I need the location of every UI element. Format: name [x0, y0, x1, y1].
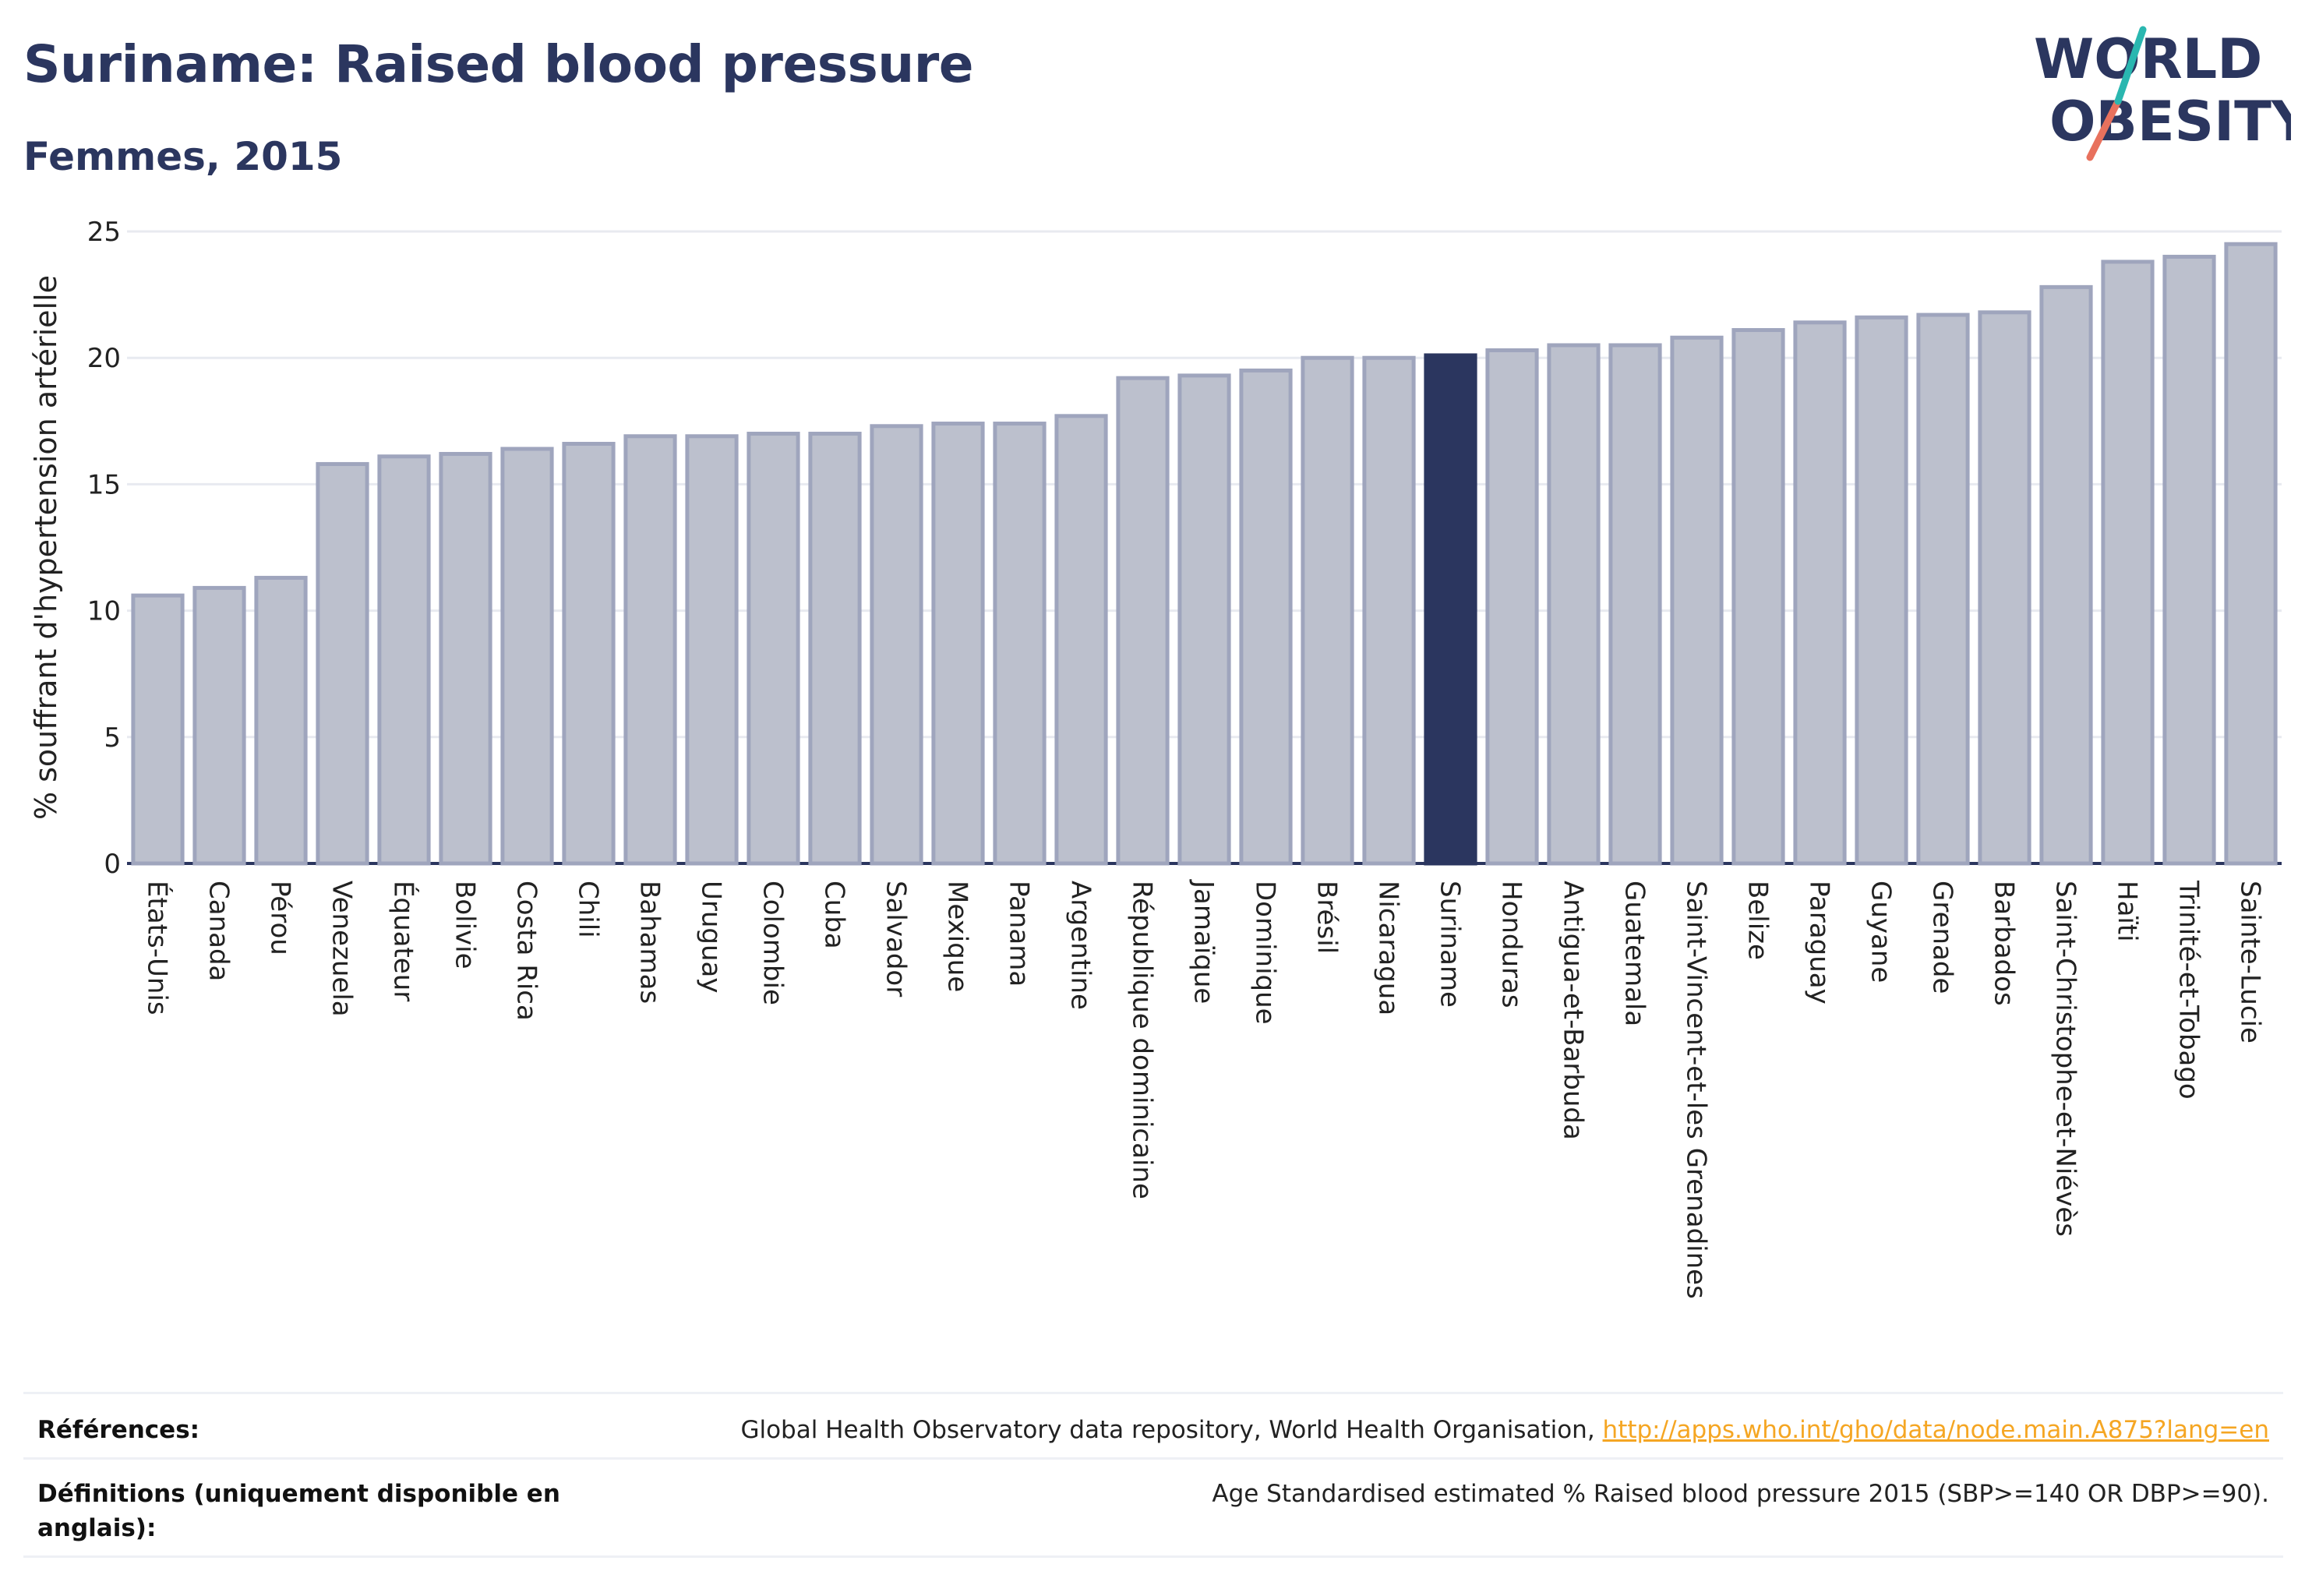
bar [1608, 343, 1662, 866]
bar [623, 434, 677, 866]
bar [439, 451, 492, 866]
x-tick-label: Saint-Christophe-et-Niévès [2050, 881, 2081, 1237]
definitions-row: Définitions (uniquement disponible en an… [23, 1457, 2283, 1556]
x-tick-label: Mexique [942, 881, 973, 992]
x-tick-label: Équateur [388, 881, 420, 1001]
bar [1301, 355, 1354, 866]
x-tick-label: Sainte-Lucie [2235, 881, 2266, 1043]
bar [870, 424, 923, 866]
y-tick-labels: 0 5 10 15 20 25 [87, 217, 121, 880]
y-tick-label: 10 [87, 596, 121, 627]
footer-bottom-rule [23, 1555, 2283, 1559]
x-tick-label: Jamaïque [1188, 879, 1220, 1004]
definitions-value: Age Standardised estimated % Raised bloo… [1212, 1480, 2269, 1508]
x-tick-label: Barbados [1989, 881, 2020, 1006]
x-tick-label: Guatemala [1619, 881, 1650, 1026]
y-tick-label: 25 [87, 217, 121, 248]
chart-subtitle: Femmes, 2015 [23, 134, 343, 179]
x-tick-label: Pérou [265, 881, 296, 955]
references-row: Références: Global Health Observatory da… [23, 1392, 2283, 1458]
bar [1793, 320, 1847, 866]
bar [1670, 335, 1724, 866]
logo-slash-coral [2086, 97, 2122, 161]
logo-slash-teal [2114, 26, 2147, 105]
x-tick-label: Honduras [1496, 881, 1527, 1008]
chart-title: Suriname: Raised blood pressure [23, 34, 974, 94]
x-tick-label: Brésil [1311, 881, 1343, 954]
y-tick-label: 5 [104, 722, 121, 754]
y-axis-label: % souffrant d'hypertension artérielle [29, 275, 63, 820]
bar [316, 461, 369, 866]
x-tick-label: Salvador [881, 881, 912, 997]
bar [1731, 328, 1785, 866]
x-tick-label: Uruguay [696, 881, 727, 994]
y-tick-label: 15 [87, 469, 121, 500]
references-text: Global Health Observatory data repositor… [740, 1416, 1603, 1444]
bars [131, 242, 2278, 866]
x-tick-label: Venezuela [327, 881, 358, 1017]
x-tick-label: Suriname [1435, 881, 1466, 1008]
bar [131, 593, 185, 866]
logo-line2: OBESITY [2049, 90, 2291, 154]
bar [1547, 343, 1601, 866]
x-tick-label: Panama [1004, 881, 1035, 987]
definitions-label: Définitions (uniquement disponible en an… [37, 1480, 560, 1542]
bar [562, 441, 616, 866]
bar [1116, 376, 1170, 866]
x-tick-label: Saint-Vincent-et-les Grenadines [1681, 881, 1712, 1299]
x-tick-label: Canada [203, 881, 235, 981]
references-value: Global Health Observatory data repositor… [740, 1413, 2269, 1447]
x-tick-labels: États-Unis Canada Pérou Venezuela Équateur Bo… [142, 879, 2266, 1299]
x-tick-label: Nicaragua [1373, 881, 1404, 1015]
y-tick-label: 0 [104, 849, 121, 880]
x-tick-label: Dominique [1250, 881, 1281, 1025]
x-tick-label: Costa Rica [511, 881, 542, 1021]
x-tick-label: Antigua-et-Barbuda [1558, 881, 1589, 1140]
bar [1855, 315, 1908, 866]
x-tick-label: Bahamas [634, 881, 665, 1004]
bar [254, 575, 308, 866]
bar [993, 422, 1047, 866]
bar [2101, 260, 2155, 866]
x-tick-label: Belize [1742, 881, 1774, 960]
world-obesity-logo: WORLD OBESITY [2034, 26, 2291, 161]
bar [2224, 242, 2278, 866]
bar-chart: 0 5 10 15 20 25 États-Unis Canada Pérou Venezuel… [29, 217, 2282, 1299]
bar [1177, 373, 1231, 866]
bar [192, 585, 246, 866]
references-link[interactable]: http://apps.who.int/gho/data/node.main.A… [1602, 1416, 2269, 1444]
bar [808, 432, 862, 866]
bar [1054, 414, 1108, 866]
bar [377, 454, 431, 866]
x-tick-label: Bolivie [450, 881, 481, 969]
x-tick-label: Guyane [1866, 881, 1897, 983]
bar [2039, 284, 2093, 866]
bar [500, 447, 554, 866]
bar [931, 422, 985, 866]
x-tick-label: États-Unis [142, 881, 174, 1015]
x-tick-label: Cuba [819, 881, 850, 949]
x-tick-label: Grenade [1927, 881, 1958, 994]
bar [1362, 355, 1416, 866]
bar [747, 432, 800, 866]
bar [1916, 312, 1970, 866]
x-tick-label: République dominicaine [1127, 881, 1158, 1199]
x-tick-label: Paraguay [1804, 881, 1835, 1005]
x-tick-label: Chili [573, 881, 604, 938]
logo-line1: WORLD [2034, 27, 2262, 91]
bar [1978, 310, 2031, 866]
bar [1485, 348, 1539, 866]
x-tick-label: Colombie [757, 881, 789, 1005]
x-tick-label: Argentine [1065, 881, 1096, 1010]
bar [2162, 254, 2216, 866]
y-tick-label: 20 [87, 343, 121, 374]
bar [1239, 368, 1293, 866]
bar-highlight [1424, 353, 1477, 866]
references-label: Références: [37, 1416, 200, 1444]
bar [685, 434, 739, 866]
x-tick-label: Trinité-et-Tobago [2173, 880, 2204, 1100]
x-tick-label: Haïti [2112, 881, 2143, 942]
